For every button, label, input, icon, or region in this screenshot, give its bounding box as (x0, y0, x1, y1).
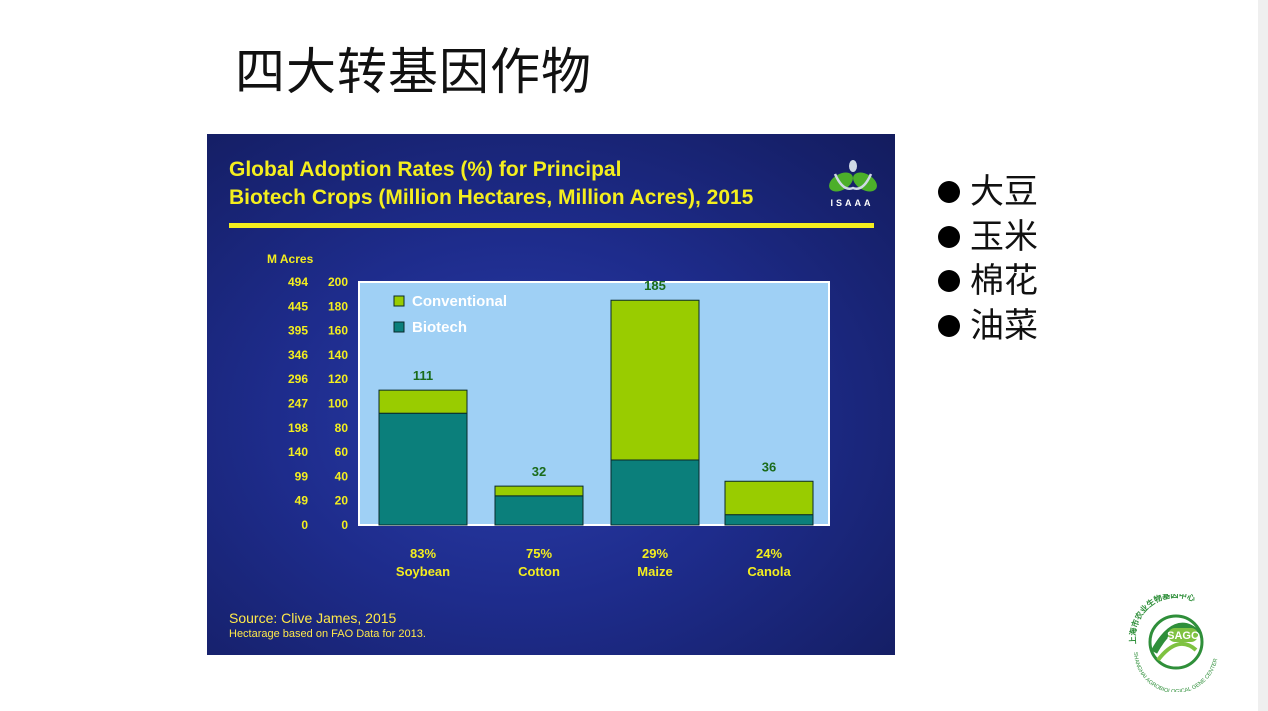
y-tick-label-acres: 395 (288, 324, 308, 338)
bar-conventional (610, 299, 700, 461)
chart-title-line-2: Biotech Crops (Million Hectares, Million… (229, 186, 754, 209)
bullet-text: 油菜 (970, 305, 1038, 346)
x-adoption-rate-label: 83% (410, 546, 436, 561)
y-tick-label-hectares: 200 (328, 275, 348, 289)
x-category-label: Canola (747, 564, 791, 579)
y-tick-label-acres: 49 (295, 494, 309, 508)
bullet-text: 玉米 (970, 216, 1038, 257)
y-tick-label-acres: 99 (295, 469, 309, 483)
bullet-item: 大豆 (938, 170, 1038, 215)
y-tick-label-hectares: 120 (328, 372, 348, 386)
y-tick-label-acres: 494 (288, 275, 308, 289)
y-tick-label-hectares: 60 (335, 445, 349, 459)
bar-biotech (610, 459, 700, 526)
y-tick-label-acres: 445 (288, 299, 308, 313)
bullet-text: 棉花 (970, 261, 1038, 301)
y-tick-label-acres: 247 (288, 397, 308, 411)
y-tick-label-acres: 296 (288, 372, 308, 386)
y-tick-label-hectares: 100 (328, 397, 348, 411)
sagc-abbr: SAGC (1167, 630, 1199, 642)
y-tick-label-hectares: 80 (335, 421, 349, 435)
bar-conventional (724, 480, 814, 516)
y-tick-label-acres: 198 (288, 421, 308, 435)
bullet-dot-icon (938, 314, 960, 337)
slide-title: 四大转基因作物 (235, 43, 592, 101)
bar-biotech (494, 495, 584, 526)
bullet-item: 油菜 (938, 304, 1038, 349)
title-underline (229, 223, 874, 228)
bar-conventional (378, 389, 468, 414)
bullet-dot-icon (938, 270, 960, 293)
bullet-item: 玉米 (938, 215, 1038, 260)
slide-right-edge (1258, 0, 1268, 711)
legend-label: Conventional (412, 293, 507, 310)
legend-swatch (393, 295, 405, 307)
chart-panel: Global Adoption Rates (%) for Principal … (207, 134, 895, 655)
y-axis-label: M Acres (267, 252, 314, 266)
y-tick-label-hectares: 0 (341, 518, 348, 532)
y-tick-label-hectares: 20 (335, 494, 349, 508)
y-tick-label-hectares: 140 (328, 348, 348, 362)
isaaa-label: ISAAA (830, 198, 874, 208)
y-tick-label-acres: 140 (288, 445, 308, 459)
bar-total-label: 32 (532, 464, 546, 479)
isaaa-logo (829, 160, 877, 192)
x-category-label: Maize (637, 564, 672, 579)
chart-note: Hectarage based on FAO Data for 2013. (229, 628, 426, 640)
bar-biotech (378, 412, 468, 526)
x-adoption-rate-label: 24% (756, 546, 782, 561)
chart-source: Source: Clive James, 2015 (229, 610, 397, 626)
chart-title: Global Adoption Rates (%) for Principal … (229, 156, 829, 212)
bullet-dot-icon (938, 225, 960, 248)
bar-total-label: 111 (413, 368, 433, 383)
bullet-text: 大豆 (970, 172, 1038, 212)
x-category-label: Cotton (518, 564, 560, 579)
y-tick-label-acres: 346 (288, 348, 308, 362)
x-category-label: Soybean (396, 564, 450, 579)
y-tick-label-hectares: 40 (335, 469, 349, 483)
bar-biotech (724, 514, 814, 526)
sagc-logo: SAGC 上海市农业生物基因中心 SHANGHAI AGROBIOLOGICAL… (1127, 594, 1219, 692)
legend-swatch (393, 321, 405, 333)
chart-title-line-1: Global Adoption Rates (%) for Principal (229, 158, 622, 181)
x-adoption-rate-label: 75% (526, 546, 552, 561)
y-tick-label-hectares: 180 (328, 299, 348, 313)
y-tick-label-acres: 0 (301, 518, 308, 532)
crop-bullet-list: 大豆 玉米 棉花 油菜 (938, 170, 1038, 348)
bar-total-label: 36 (762, 459, 776, 474)
legend-label: Biotech (412, 319, 467, 336)
bar-total-label: 185 (644, 278, 666, 293)
y-tick-label-hectares: 160 (328, 324, 348, 338)
x-adoption-rate-label: 29% (642, 546, 668, 561)
bullet-dot-icon (938, 181, 960, 204)
bullet-item: 棉花 (938, 259, 1038, 304)
bar-conventional (494, 485, 584, 497)
